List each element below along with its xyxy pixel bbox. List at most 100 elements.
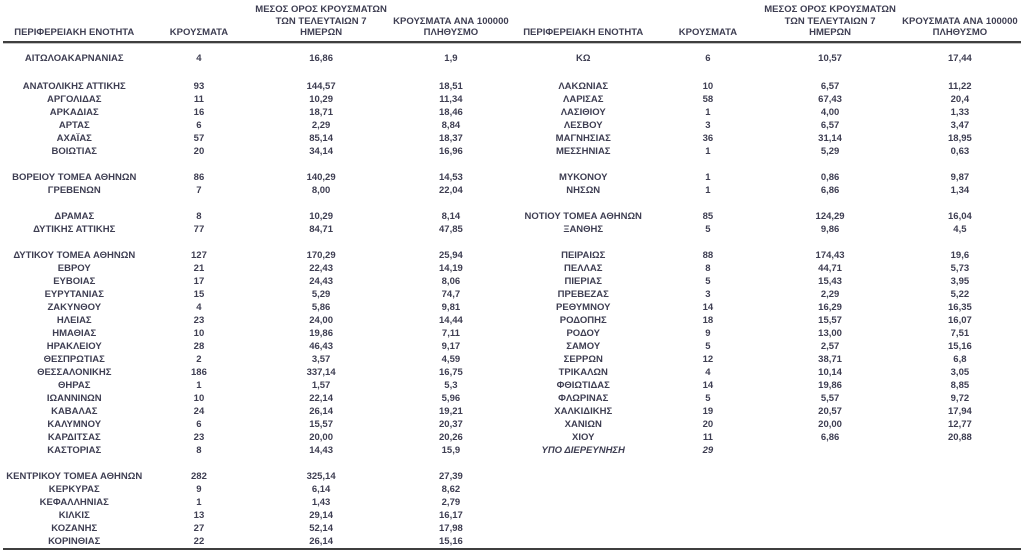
value-cell: 26,14 — [252, 534, 390, 550]
value-cell: 18,46 — [439, 106, 463, 118]
table-row: ΕΥΡΥΤΑΝΙΑΣ 15 5,29 74,7 ΠΡΕΒΕΖΑΣ 3 2,29 5,22 — [3, 288, 1021, 301]
value-cell — [390, 158, 512, 171]
value-cell: 11,34 — [439, 93, 463, 105]
value-cell: 20 — [702, 418, 714, 430]
region-cell: ΛΑΡΙΣΑΣ — [563, 93, 604, 105]
table-row: ΑΡΚΑΔΙΑΣ 16 18,71 18,46 ΛΑΣΙΘΙΟΥ 1 4,00 1,33 — [3, 106, 1021, 119]
header-cases-left: ΚΡΟΥΣΜΑΤΑ — [145, 4, 253, 43]
region-cell: ΛΑΣΙΘΙΟΥ — [560, 106, 606, 118]
value-cell: 6 — [196, 119, 202, 131]
value-cell — [654, 483, 761, 496]
value-cell — [654, 457, 761, 470]
region-cell — [512, 197, 655, 210]
table-row: ΚΑΛΥΜΝΟΥ 6 15,57 20,37 ΧΑΝΙΩΝ 20 20,00 12,77 — [3, 418, 1021, 431]
header-rate-line1: ΚΡΟΥΣΜΑΤΑ ΑΝΑ 100000 — [902, 15, 1018, 27]
value-cell — [899, 67, 1021, 80]
value-cell — [899, 509, 1021, 522]
value-cell — [654, 197, 761, 210]
value-cell: 77 — [193, 223, 205, 235]
value-cell — [146, 67, 253, 80]
value-cell: 6,86 — [820, 184, 840, 196]
value-cell: 27,39 — [439, 470, 463, 482]
header-row: ΠΕΡΙΦΕΡΕΙΑΚΗ ΕΝΟΤΗΤΑ ΚΡΟΥΣΜΑΤΑ ΜΕΣΟΣ ΟΡΟ… — [3, 4, 1021, 43]
value-cell — [761, 457, 898, 470]
region-cell: ΑΡΓΟΛΙΔΑΣ — [47, 93, 102, 105]
value-cell: 84,71 — [309, 223, 333, 235]
value-cell: 85,14 — [309, 132, 333, 144]
value-cell: 4 — [196, 53, 202, 64]
table-row: ΚΕΦΑΛΛΗΝΙΑΣ 1 1,43 2,79 — [3, 496, 1021, 509]
table-row: ΑΧΑΪΑΣ 57 85,14 18,37 ΜΑΓΝΗΣΙΑΣ 36 31,14 18,95 — [3, 132, 1021, 145]
value-cell: 9,87 — [950, 171, 970, 183]
value-cell: 20 — [193, 145, 205, 157]
value-cell — [390, 67, 512, 80]
spacer-row — [3, 158, 1021, 171]
value-cell: 6 — [196, 418, 202, 430]
value-cell: 19,6 — [950, 249, 970, 261]
region-cell — [512, 522, 655, 535]
value-cell: 3 — [705, 119, 711, 131]
value-cell: 8,14 — [441, 210, 461, 222]
table-row: ΗΡΑΚΛΕΙΟΥ 28 46,43 9,17 ΣΑΜΟΥ 5 2,57 15,16 — [3, 340, 1021, 353]
value-cell: 18 — [702, 314, 714, 326]
value-cell: 23 — [193, 314, 205, 326]
value-cell: 3,47 — [950, 119, 970, 131]
region-cell: ΑΧΑΪΑΣ — [56, 132, 92, 144]
value-cell: 22,04 — [439, 184, 463, 196]
value-cell: 1,57 — [311, 379, 331, 391]
value-cell: 93 — [193, 80, 205, 92]
spacer-row — [3, 457, 1021, 470]
value-cell: 8 — [196, 444, 202, 456]
region-cell: ΚΙΛΚΙΣ — [58, 509, 90, 521]
table-row: ΓΡΕΒΕΝΩΝ 7 8,00 22,04 ΝΗΣΩΝ 1 6,86 1,34 — [3, 184, 1021, 197]
value-cell: 14 — [702, 301, 714, 313]
value-cell — [252, 67, 389, 80]
region-cell: ΚΑΡΔΙΤΣΑΣ — [47, 431, 101, 443]
region-cell — [512, 470, 655, 483]
value-cell: 140,29 — [306, 171, 336, 183]
region-cell: ΔΥΤΙΚΟΥ ΤΟΜΕΑ ΑΘΗΝΩΝ — [13, 249, 136, 261]
value-cell — [761, 470, 898, 483]
table-row: ΑΙΤΩΛΟΑΚΑΡΝΑΝΙΑΣ 4 16,86 1,9 ΚΩ 6 10,57 17,44 — [3, 42, 1021, 67]
value-cell — [761, 522, 898, 535]
value-cell — [252, 236, 389, 249]
value-cell: 29,14 — [309, 509, 333, 521]
region-cell: ΠΕΙΡΑΙΩΣ — [561, 249, 606, 261]
region-cell: ΑΝΑΤΟΛΙΚΗΣ ΑΤΤΙΚΗΣ — [22, 80, 126, 92]
header-avg7-right: ΜΕΣΟΣ ΟΡΟΣ ΚΡΟΥΣΜΑΤΩΝ ΤΩΝ ΤΕΛΕΥΤΑΙΩΝ 7 Η… — [761, 4, 899, 43]
value-cell: 17,98 — [439, 522, 463, 534]
header-avg7-line3: ΗΜΕΡΩΝ — [809, 27, 852, 38]
value-cell: 16 — [193, 106, 205, 118]
value-cell: 2,29 — [311, 119, 331, 131]
value-cell: 15,16 — [948, 340, 972, 352]
value-cell: 12,77 — [948, 418, 972, 430]
value-cell — [252, 197, 389, 210]
value-cell: 14,44 — [439, 314, 463, 326]
value-cell: 5,29 — [311, 288, 331, 300]
value-cell: 6,8 — [953, 353, 967, 365]
value-cell: 1,33 — [950, 106, 970, 118]
header-avg7-line2: ΤΩΝ ΤΕΛΕΥΤΑΙΩΝ 7 — [784, 15, 876, 27]
value-cell — [761, 509, 898, 522]
region-cell: ΚΑΒΑΛΑΣ — [51, 405, 98, 417]
value-cell — [146, 236, 253, 249]
value-cell: 5 — [705, 275, 711, 287]
value-cell — [146, 457, 253, 470]
table-row: ΔΥΤΙΚΟΥ ΤΟΜΕΑ ΑΘΗΝΩΝ 127 170,29 25,94 ΠΕΙΡΑΙ… — [3, 249, 1021, 262]
region-cell — [512, 158, 655, 171]
header-rate-line1: ΚΡΟΥΣΜΑΤΑ ΑΝΑ 100000 — [393, 15, 509, 27]
header-rate-left: ΚΡΟΥΣΜΑΤΑ ΑΝΑ 100000 ΠΛΗΘΥΣΜΟ — [389, 4, 512, 43]
value-cell: 19,86 — [818, 379, 842, 391]
region-cell: ΣΑΜΟΥ — [566, 340, 601, 352]
value-cell: 2,29 — [820, 288, 840, 300]
value-cell: 18,71 — [309, 106, 333, 118]
region-cell: ΗΡΑΚΛΕΙΟΥ — [46, 340, 102, 352]
value-cell: 9,17 — [441, 340, 461, 352]
header-avg7-line2: ΤΩΝ ΤΕΛΕΥΤΑΙΩΝ 7 — [275, 15, 367, 27]
value-cell — [761, 197, 898, 210]
regional-cases-table: ΠΕΡΙΦΕΡΕΙΑΚΗ ΕΝΟΤΗΤΑ ΚΡΟΥΣΜΑΤΑ ΜΕΣΟΣ ΟΡΟ… — [3, 4, 1021, 550]
value-cell: 18,51 — [439, 80, 463, 92]
value-cell: 19 — [702, 405, 714, 417]
value-cell: 124,29 — [815, 210, 845, 222]
region-cell: ΛΕΣΒΟΥ — [563, 119, 603, 131]
